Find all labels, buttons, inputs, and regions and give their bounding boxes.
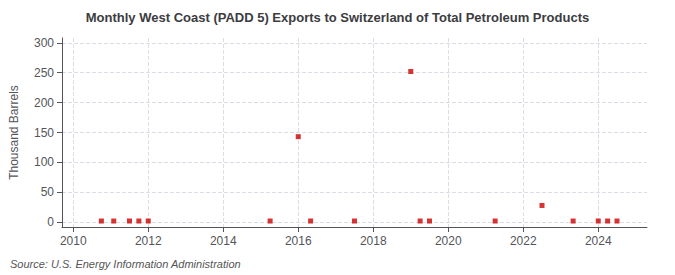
svg-text:2022: 2022 [510,234,537,248]
svg-text:300: 300 [34,36,54,50]
svg-text:2016: 2016 [285,234,312,248]
svg-text:50: 50 [41,185,55,199]
svg-text:200: 200 [34,96,54,110]
svg-text:2012: 2012 [135,234,162,248]
svg-text:Thousand Barrels: Thousand Barrels [7,85,21,180]
svg-text:150: 150 [34,126,54,140]
svg-text:100: 100 [34,155,54,169]
svg-text:0: 0 [47,215,54,229]
svg-text:Monthly West Coast (PADD 5) Ex: Monthly West Coast (PADD 5) Exports to S… [86,10,589,25]
svg-text:2014: 2014 [210,234,237,248]
svg-text:2024: 2024 [585,234,612,248]
svg-text:2018: 2018 [360,234,387,248]
svg-text:2010: 2010 [60,234,87,248]
svg-text:2020: 2020 [435,234,462,248]
svg-text:Source: U.S. Energy Informatio: Source: U.S. Energy Information Administ… [10,258,241,270]
svg-text:250: 250 [34,66,54,80]
